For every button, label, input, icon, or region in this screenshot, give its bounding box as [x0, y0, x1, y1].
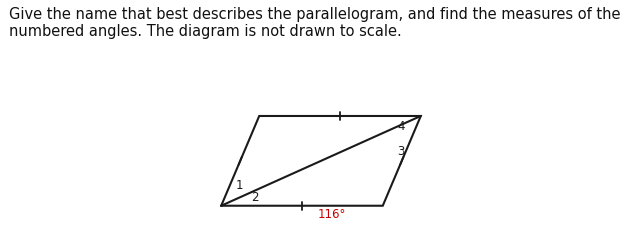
Text: 116°: 116°: [317, 208, 345, 221]
Text: 2: 2: [250, 191, 258, 204]
Text: Give the name that best describes the parallelogram, and find the measures of th: Give the name that best describes the pa…: [9, 7, 620, 39]
Text: 1: 1: [236, 179, 243, 192]
Text: 4: 4: [397, 120, 405, 133]
Text: 3: 3: [397, 145, 404, 158]
